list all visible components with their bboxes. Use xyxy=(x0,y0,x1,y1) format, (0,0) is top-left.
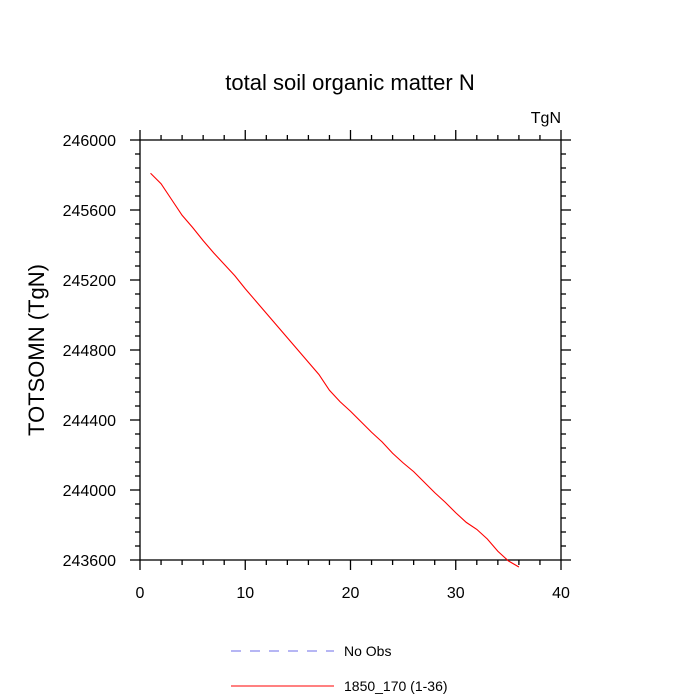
series-line-1 xyxy=(150,172,520,568)
y-tick-label: 246000 xyxy=(63,133,116,150)
legend: No Obs 1850_170 (1-36) xyxy=(231,643,448,694)
x-tick-label: 0 xyxy=(136,585,145,602)
y-tick-label: 245600 xyxy=(63,203,116,220)
y-axis-label: TOTSOMN (TgN) xyxy=(24,264,49,436)
series-lines xyxy=(150,172,520,568)
y-tick-label: 244400 xyxy=(63,413,116,430)
x-tick-label: 40 xyxy=(552,585,570,602)
x-tick-label: 20 xyxy=(342,585,360,602)
y-tick-label: 243600 xyxy=(63,553,116,570)
x-tick-label: 30 xyxy=(447,585,465,602)
legend-label-1: 1850_170 (1-36) xyxy=(344,678,448,694)
chart-title: total soil organic matter N xyxy=(225,70,474,95)
axis-tick-labels: 0 10 20 30 40 243600 244000 244400 244800 245200 2… xyxy=(63,133,570,602)
y-tick-label: 244800 xyxy=(63,343,116,360)
units-label: TgN xyxy=(531,110,561,127)
y-tick-label: 245200 xyxy=(63,273,116,290)
legend-label-0: No Obs xyxy=(344,643,391,659)
x-tick-label: 10 xyxy=(236,585,254,602)
axis-ticks xyxy=(130,130,571,570)
plot-frame xyxy=(139,139,562,561)
y-tick-label: 244000 xyxy=(63,483,116,500)
